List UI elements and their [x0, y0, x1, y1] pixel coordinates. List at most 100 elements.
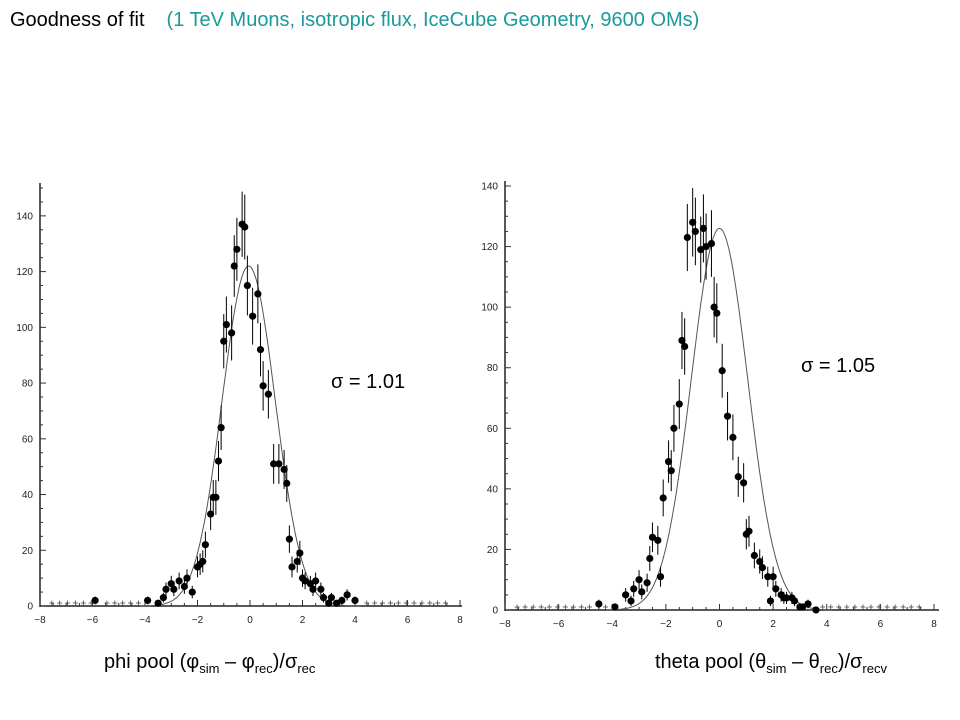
- theta-empty-bin-marker: [522, 604, 528, 610]
- phi-data-point: [243, 255, 251, 316]
- theta-data-point: [790, 595, 799, 607]
- theta-x-tick-label: 2: [770, 619, 776, 630]
- phi-data-point: [288, 556, 296, 578]
- phi-data-point: [214, 440, 223, 482]
- phi-y-tick-label: 120: [16, 267, 33, 278]
- phi-empty-bin-marker: [372, 600, 378, 606]
- theta-data-point: [627, 595, 635, 607]
- phi-data-point: [319, 592, 328, 603]
- theta-data-point: [766, 595, 775, 607]
- theta-empty-bin-marker: [844, 604, 850, 610]
- phi-x-tick-label: 6: [405, 615, 411, 626]
- phi-data-point: [188, 585, 196, 599]
- theta-data-point: [654, 525, 662, 555]
- phi-data-point: [199, 550, 207, 573]
- phi-data-point: [309, 582, 317, 597]
- phi-empty-bin-marker: [128, 600, 134, 606]
- theta-empty-bin-marker: [586, 604, 592, 610]
- theta-data-point: [659, 479, 667, 517]
- theta-data-point: [750, 542, 758, 569]
- phi-data-point: [256, 322, 265, 377]
- phi-empty-bin-marker: [411, 600, 417, 606]
- theta-x-tick-label: −8: [499, 619, 511, 630]
- theta-x-tick-label: 4: [824, 619, 830, 630]
- phi-data-point: [312, 572, 320, 590]
- phi-x-tick-label: 0: [247, 615, 253, 626]
- theta-y-tick-label: 60: [487, 424, 499, 435]
- theta-x-tick-label: 0: [717, 619, 723, 630]
- theta-data-point: [702, 213, 710, 280]
- phi-empty-bin-marker: [72, 600, 78, 606]
- phi-data-point: [212, 479, 220, 515]
- theta-empty-bin-marker: [562, 604, 568, 610]
- phi-data-point: [275, 443, 283, 484]
- theta-data-point: [675, 379, 683, 430]
- phi-data-point: [285, 525, 293, 553]
- theta-data-point: [622, 588, 630, 602]
- phi-data-point: [201, 531, 209, 558]
- theta-data-point: [710, 276, 718, 338]
- theta-empty-bin-marker: [836, 604, 842, 610]
- phi-x-tick-label: −4: [139, 615, 151, 626]
- phi-data-point: [180, 579, 188, 594]
- theta-x-tick-label: 6: [878, 619, 884, 630]
- phi-x-tick-label: 4: [352, 615, 358, 626]
- theta-data-point: [683, 203, 691, 272]
- phi-data-point: [259, 361, 267, 411]
- phi-x-tick-label: −6: [87, 615, 99, 626]
- phi-data-point: [254, 264, 262, 324]
- theta-data-point: [804, 599, 812, 609]
- theta-data-point: [648, 522, 657, 553]
- theta-empty-bin-marker: [852, 604, 858, 610]
- phi-data-point: [296, 540, 304, 566]
- phi-empty-bin-marker: [49, 600, 55, 606]
- phi-pool-caption: phi pool (φsim – φrec)/σrec: [104, 651, 316, 676]
- theta-x-tick-label: −4: [607, 619, 619, 630]
- theta-data-point: [656, 566, 665, 587]
- theta-empty-bin-marker: [916, 604, 922, 610]
- page-subtitle: (1 TeV Muons, isotropic flux, IceCube Ge…: [166, 9, 700, 31]
- phi-empty-bin-marker: [135, 600, 141, 606]
- phi-data-point: [159, 592, 167, 603]
- phi-y-tick-label: 140: [16, 211, 33, 222]
- phi-y-tick-label: 0: [27, 602, 33, 613]
- theta-data-point: [689, 188, 697, 257]
- page-title: Goodness of fit: [10, 9, 145, 31]
- phi-empty-bin-marker: [435, 600, 441, 606]
- theta-data-point: [699, 194, 708, 263]
- theta-sigma-annotation: σ = 1.05: [801, 355, 876, 377]
- phi-data-point: [91, 596, 99, 605]
- theta-data-point: [664, 440, 673, 483]
- phi-data-point: [327, 592, 335, 603]
- theta-data-point: [611, 603, 619, 611]
- phi-data-point: [233, 217, 241, 281]
- theta-data-point: [691, 197, 699, 266]
- phi-data-point: [154, 599, 162, 607]
- theta-empty-bin-marker: [868, 604, 874, 610]
- phi-empty-bin-marker: [80, 600, 86, 606]
- theta-empty-bin-marker: [828, 604, 834, 610]
- theta-x-tick-label: 8: [931, 619, 937, 630]
- theta-y-tick-label: 40: [487, 484, 499, 495]
- theta-data-point: [646, 546, 654, 572]
- phi-data-point: [162, 582, 170, 597]
- phi-data-point: [325, 599, 333, 607]
- phi-y-tick-label: 40: [22, 490, 34, 501]
- phi-y-tick-label: 80: [22, 379, 34, 390]
- phi-sigma-annotation: σ = 1.01: [331, 371, 406, 393]
- phi-empty-bin-marker: [387, 600, 393, 606]
- phi-empty-bin-marker: [104, 600, 110, 606]
- phi-data-point: [351, 596, 359, 605]
- phi-empty-bin-marker: [419, 600, 425, 606]
- theta-empty-bin-marker: [860, 604, 866, 610]
- theta-data-point: [630, 580, 638, 597]
- phi-data-point: [283, 464, 291, 502]
- theta-gaussian-fit-curve: [606, 227, 833, 611]
- phi-data-point: [144, 596, 152, 605]
- theta-data-point: [643, 573, 651, 592]
- phi-empty-bin-marker: [443, 600, 449, 606]
- theta-empty-bin-marker: [876, 604, 882, 610]
- phi-data-point: [217, 405, 225, 450]
- theta-y-tick-label: 100: [481, 303, 498, 314]
